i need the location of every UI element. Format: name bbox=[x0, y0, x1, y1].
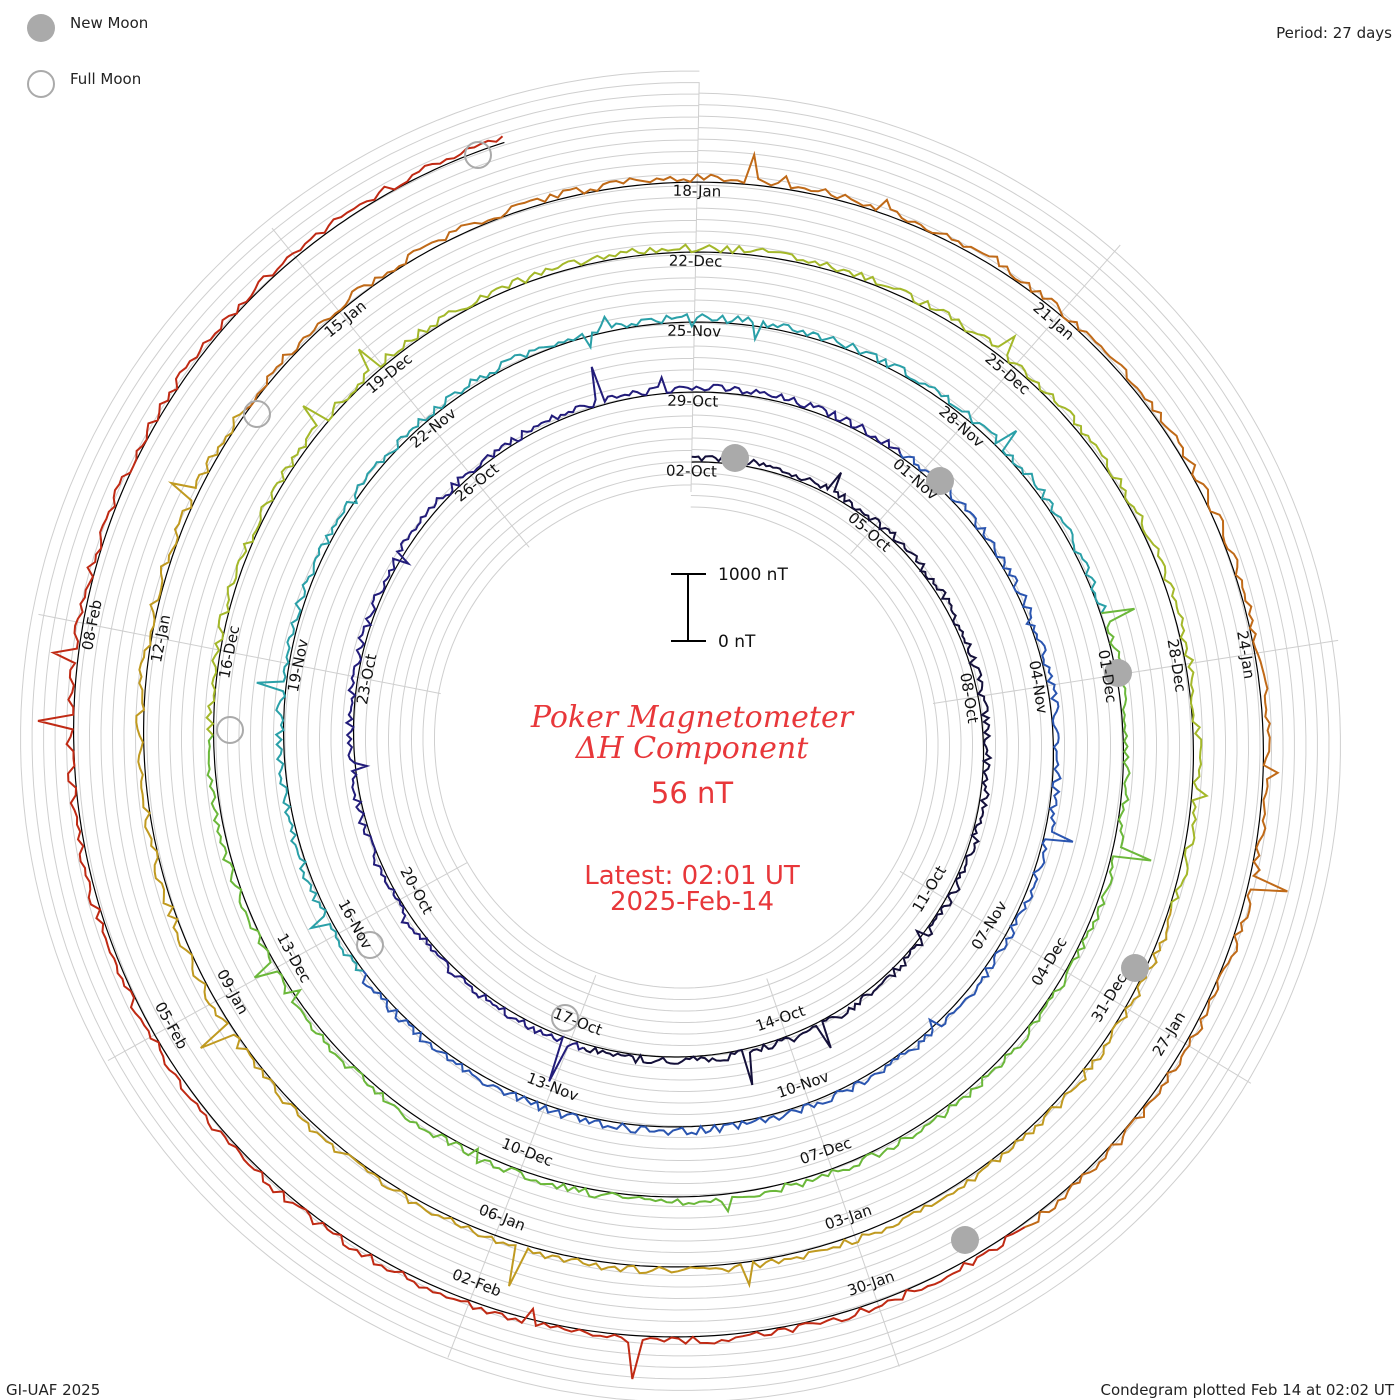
grid-arc bbox=[238, 289, 1123, 1184]
grid-spoke bbox=[850, 244, 1121, 555]
grid-arc bbox=[330, 381, 1031, 1092]
grid-spoke bbox=[899, 870, 1252, 1084]
series-line bbox=[582, 454, 993, 1086]
date-label: 13-Dec bbox=[273, 930, 315, 986]
plot-time-label: Condegram plotted Feb 14 at 02:02 UT bbox=[1101, 1381, 1395, 1399]
grid-arc bbox=[20, 70, 1341, 1400]
series-line bbox=[206, 607, 1152, 1214]
grid-arc bbox=[307, 358, 1054, 1115]
latest-time: Latest: 02:01 UT bbox=[584, 861, 800, 891]
latest-date: 2025-Feb-14 bbox=[610, 887, 774, 917]
series-line bbox=[256, 312, 1108, 972]
grid-spoke bbox=[271, 227, 530, 548]
date-label: 23-Oct bbox=[353, 652, 380, 705]
date-label: 01-Dec bbox=[1094, 648, 1120, 704]
date-label: 25-Nov bbox=[667, 322, 721, 341]
grid-arc bbox=[227, 277, 1134, 1196]
grid-arc bbox=[146, 197, 1215, 1276]
date-label: 05-Oct bbox=[844, 509, 894, 556]
scale-top-label: 1000 nT bbox=[718, 565, 788, 585]
credit-label: GI-UAF 2025 bbox=[6, 1381, 100, 1399]
grid-arc bbox=[434, 484, 927, 989]
date-label: 07-Nov bbox=[968, 898, 1011, 953]
grid-arc bbox=[422, 473, 939, 1000]
legend: New Moon Full Moon bbox=[27, 14, 148, 98]
grid-arc bbox=[158, 208, 1203, 1265]
date-label: 05-Feb bbox=[151, 999, 191, 1052]
grid-arc bbox=[342, 392, 1019, 1081]
grid-arc bbox=[192, 243, 1169, 1230]
grid-arc bbox=[250, 300, 1111, 1173]
grid-arc bbox=[353, 404, 1008, 1069]
full-moon-legend-icon bbox=[27, 70, 55, 98]
date-label: 03-Jan bbox=[822, 1201, 874, 1234]
grid-arc bbox=[31, 82, 1330, 1391]
full-moon-marker bbox=[464, 141, 492, 169]
baseline-spiral bbox=[73, 141, 1264, 1338]
date-label: 28-Nov bbox=[935, 402, 987, 451]
current-value: 56 nT bbox=[651, 776, 733, 810]
date-label: 29-Oct bbox=[667, 392, 718, 411]
series-line bbox=[205, 243, 1209, 909]
legend-full-moon-label: Full Moon bbox=[70, 70, 141, 88]
series-line bbox=[361, 453, 1074, 1137]
date-label: 04-Nov bbox=[1025, 659, 1051, 715]
date-label: 02-Oct bbox=[666, 462, 717, 481]
legend-new-moon-label: New Moon bbox=[70, 14, 148, 32]
grid-spoke bbox=[38, 613, 441, 695]
series-line bbox=[344, 366, 902, 1082]
new-moon-legend-icon bbox=[27, 14, 55, 42]
series-line bbox=[135, 409, 1173, 1289]
grid-arc bbox=[411, 461, 950, 1012]
grid-arc bbox=[319, 369, 1042, 1104]
date-label: 11-Oct bbox=[908, 862, 950, 915]
scale-bar: 1000 nT 0 nT bbox=[671, 565, 788, 652]
grid-arc bbox=[296, 346, 1065, 1127]
full-moon-marker bbox=[551, 1004, 579, 1032]
grid-arc bbox=[43, 93, 1318, 1380]
date-label: 09-Jan bbox=[213, 966, 252, 1017]
date-label: 04-Dec bbox=[1028, 934, 1071, 989]
date-label: 16-Dec bbox=[215, 624, 243, 680]
date-label: 08-Feb bbox=[78, 598, 105, 652]
grid-arc bbox=[111, 162, 1250, 1311]
grid-spoke bbox=[690, 82, 700, 493]
date-label: 02-Feb bbox=[450, 1265, 504, 1300]
grid-spoke bbox=[932, 639, 1339, 705]
full-moon-marker bbox=[356, 931, 384, 959]
series-line bbox=[244, 150, 1288, 1229]
new-moon-marker bbox=[1104, 659, 1132, 687]
grid-arc bbox=[77, 128, 1284, 1345]
grid-arc bbox=[261, 312, 1100, 1161]
period-label: Period: 27 days bbox=[1276, 24, 1392, 42]
chart-title: Poker Magnetometer bbox=[530, 700, 855, 735]
grid-arc bbox=[399, 450, 962, 1023]
grid-arc bbox=[215, 266, 1146, 1207]
series-line bbox=[37, 135, 1026, 1380]
grid-arc bbox=[181, 231, 1180, 1242]
grid-arc bbox=[284, 335, 1077, 1138]
series-layer bbox=[37, 135, 1288, 1380]
moon-layer bbox=[216, 141, 1149, 1254]
new-moon-marker bbox=[951, 1226, 979, 1254]
date-label: 06-Jan bbox=[476, 1200, 528, 1234]
full-moon-marker bbox=[243, 400, 271, 428]
date-label: 31-Dec bbox=[1088, 970, 1131, 1025]
scale-bottom-label: 0 nT bbox=[718, 632, 756, 652]
grid-arc bbox=[88, 139, 1273, 1334]
new-moon-marker bbox=[1121, 954, 1149, 982]
full-moon-marker bbox=[216, 716, 244, 744]
date-label: 12-Jan bbox=[147, 613, 174, 664]
date-label: 18-Jan bbox=[673, 182, 722, 201]
new-moon-marker bbox=[721, 444, 749, 472]
date-label: 22-Dec bbox=[669, 252, 723, 271]
chart-subtitle: ΔH Component bbox=[575, 731, 809, 766]
date-label: 14-Oct bbox=[753, 1002, 807, 1036]
grid-arc bbox=[54, 105, 1307, 1368]
new-moon-marker bbox=[926, 467, 954, 495]
grid-arc bbox=[388, 438, 973, 1035]
grid-spoke bbox=[107, 862, 468, 1061]
grid-arc bbox=[123, 174, 1238, 1300]
